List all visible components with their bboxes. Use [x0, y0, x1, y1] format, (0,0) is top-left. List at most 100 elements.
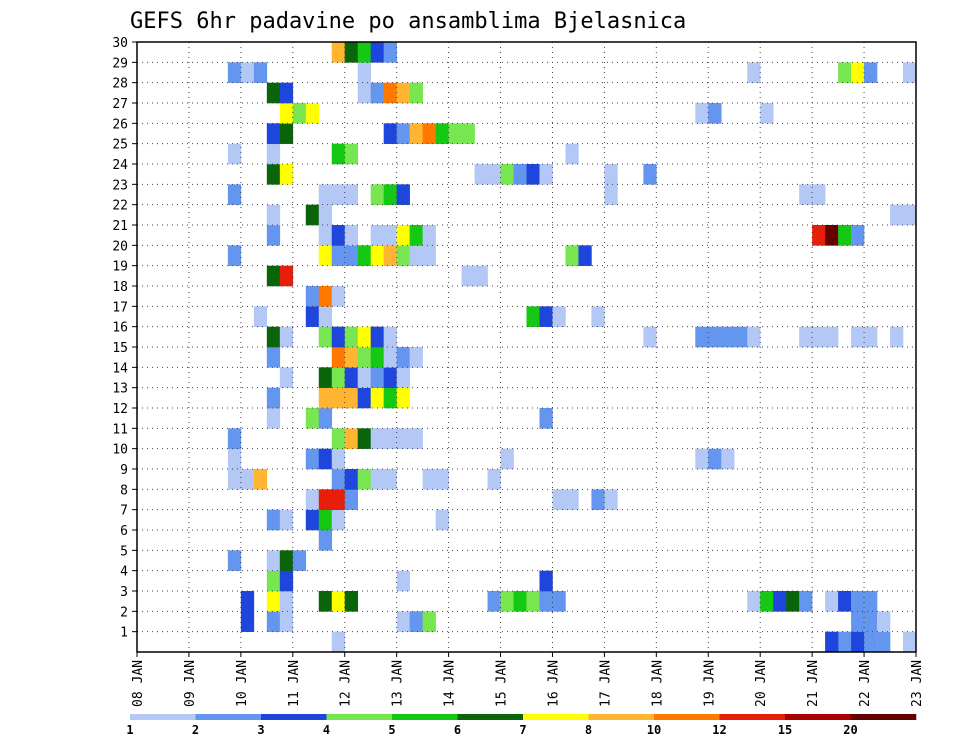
precip-cell	[292, 103, 307, 124]
precip-cell	[552, 591, 566, 612]
precip-cell	[851, 611, 865, 632]
precip-cell	[370, 245, 384, 266]
precip-cell	[383, 367, 397, 388]
precip-cell	[539, 408, 553, 429]
precip-cell	[318, 306, 333, 327]
precip-cell	[344, 225, 359, 246]
y-tick-label: 5	[120, 544, 128, 559]
precip-cell	[331, 489, 346, 510]
y-tick-label: 7	[120, 504, 128, 519]
precip-cell	[331, 42, 346, 63]
precip-cell	[409, 245, 423, 266]
precip-cell	[253, 306, 268, 327]
precip-cell	[370, 469, 384, 490]
precip-cell	[357, 367, 371, 388]
colorbar-swatch	[457, 714, 524, 720]
colorbar-label: 10	[647, 723, 661, 737]
precip-cell	[370, 184, 384, 205]
precip-cell	[864, 611, 878, 632]
precip-cell	[396, 184, 410, 205]
precip-cell	[487, 469, 501, 490]
precip-cell	[903, 62, 917, 83]
precip-cell	[565, 489, 579, 510]
precip-cell	[331, 631, 346, 653]
precip-cell	[227, 143, 242, 165]
precip-cell	[812, 326, 826, 348]
precip-cell	[227, 184, 242, 205]
y-tick-label: 20	[112, 239, 128, 254]
precip-cell	[370, 326, 384, 348]
precip-cell	[344, 42, 359, 63]
precip-cell	[266, 204, 281, 226]
precip-cell	[422, 611, 436, 632]
precip-cell	[370, 428, 384, 449]
precip-cell	[227, 62, 242, 83]
precip-cell	[266, 591, 281, 612]
precip-cell	[279, 123, 294, 144]
precip-cell	[708, 103, 722, 124]
colorbar-label: 12	[712, 723, 726, 737]
precip-cell	[786, 591, 800, 612]
precip-cell	[227, 448, 242, 470]
precip-cell	[227, 550, 242, 571]
precip-cell	[344, 428, 359, 449]
precip-cell	[305, 286, 320, 307]
precip-cell	[695, 326, 709, 348]
precip-cell	[526, 591, 540, 612]
precip-cell	[318, 367, 333, 388]
precip-cell	[240, 591, 255, 612]
precip-cell	[773, 591, 787, 612]
precip-cell	[864, 591, 878, 612]
precip-cell	[825, 326, 839, 348]
precip-cell	[370, 347, 384, 368]
precip-cell	[864, 62, 878, 83]
precip-cell	[240, 611, 255, 632]
y-tick-label: 9	[120, 463, 128, 478]
precip-cell	[318, 387, 333, 409]
y-tick-label: 6	[120, 524, 128, 539]
precip-cell	[370, 387, 384, 409]
precip-cell	[877, 631, 891, 653]
colorbar-swatch	[392, 714, 458, 720]
precip-cell	[253, 62, 268, 83]
precip-cell	[409, 347, 423, 368]
precip-cell	[539, 570, 553, 592]
precip-cell	[851, 225, 865, 246]
precip-cell	[266, 143, 281, 165]
precip-cell	[331, 286, 346, 307]
precip-cell	[760, 591, 774, 612]
colorbar-swatch	[326, 714, 393, 720]
colorbar-swatch	[130, 714, 196, 720]
x-tick-label: 13 JAN	[391, 660, 406, 707]
x-tick-label: 14 JAN	[443, 660, 458, 707]
precip-cell	[552, 306, 566, 327]
precip-cell	[383, 123, 397, 144]
precip-cell	[331, 428, 346, 449]
precip-cell	[266, 225, 281, 246]
precip-cell	[851, 62, 865, 83]
precip-cell	[643, 164, 657, 185]
precip-cell	[331, 326, 346, 348]
precip-cell	[344, 469, 359, 490]
precip-cell	[539, 591, 553, 612]
precip-cell	[838, 225, 852, 246]
precip-cell	[370, 82, 384, 104]
precip-cell	[383, 428, 397, 449]
precip-cell	[331, 245, 346, 266]
colorbar-swatch	[654, 714, 720, 720]
precip-cell	[266, 123, 281, 144]
precip-cell	[422, 123, 436, 144]
y-tick-label: 24	[112, 158, 128, 173]
precip-cell	[279, 550, 294, 571]
precip-cell	[357, 42, 371, 63]
precip-cell	[422, 469, 436, 490]
precip-cell	[253, 469, 268, 490]
precip-cell	[305, 448, 320, 470]
precip-cell	[344, 347, 359, 368]
x-tick-label: 15 JAN	[495, 660, 510, 707]
y-tick-label: 8	[120, 483, 128, 498]
precip-cell	[526, 306, 540, 327]
x-tick-label: 09 JAN	[183, 660, 198, 707]
precip-cell	[747, 62, 761, 83]
y-tick-label: 25	[112, 138, 128, 153]
